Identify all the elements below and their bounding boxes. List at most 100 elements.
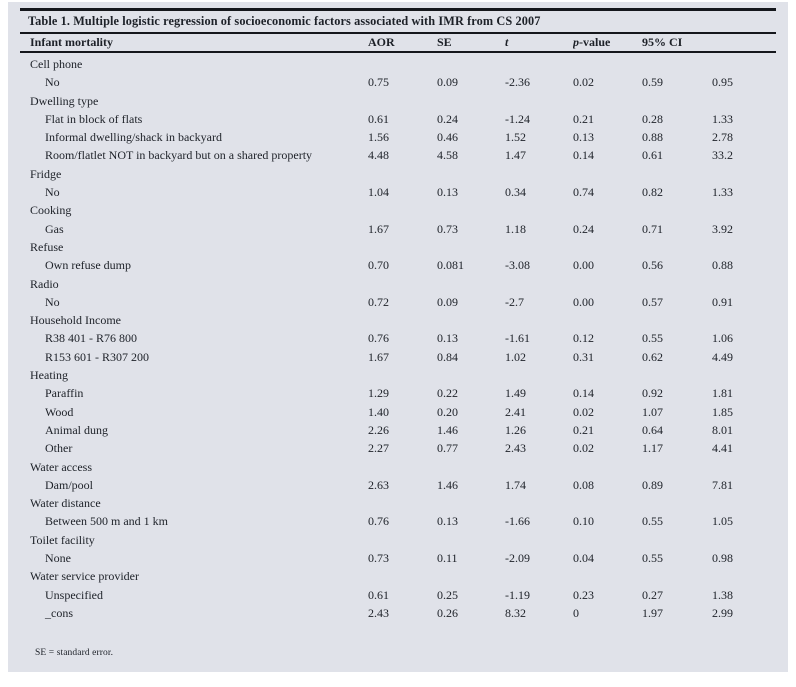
- table-footnote: SE = standard error.: [35, 648, 114, 659]
- row-value: 1.74: [505, 477, 526, 492]
- row-value: 0: [573, 605, 579, 620]
- row-value: 0.84: [437, 349, 458, 364]
- row-label: Water access: [30, 459, 92, 474]
- table-row-category: Fridge: [20, 165, 776, 183]
- row-value: 0.12: [573, 331, 594, 346]
- row-value: 0.88: [712, 258, 733, 273]
- table-row-category: Dwelling type: [20, 92, 776, 110]
- table-row-category: Cell phone: [20, 55, 776, 73]
- table-row: Paraffin 1.29 0.22 1.49 0.14 0.92 1.81: [20, 384, 776, 402]
- row-value: [712, 494, 776, 512]
- row-value: 2.27: [368, 441, 389, 456]
- table-header-row: Infant mortality AOR SE t p-value 95% CI: [20, 34, 776, 53]
- row-label: Paraffin: [45, 386, 84, 401]
- row-value: 0.77: [437, 441, 458, 456]
- row-value: [642, 311, 712, 329]
- row-value: [573, 494, 642, 512]
- table-row: Room/flatlet NOT in backyard but on a sh…: [20, 146, 776, 164]
- row-value: 0.00: [573, 294, 594, 309]
- row-value: [368, 275, 437, 293]
- row-label: Wood: [45, 404, 74, 419]
- table-row-category: Household Income: [20, 311, 776, 329]
- row-value: 1.33: [712, 111, 733, 126]
- table-title: Table 1. Multiple logistic regression of…: [28, 14, 541, 28]
- column-header: SE: [437, 35, 452, 49]
- row-value: 0.88: [642, 130, 663, 145]
- row-label: No: [45, 294, 60, 309]
- row-value: [437, 165, 505, 183]
- table-row: No 1.04 0.13 0.34 0.74 0.82 1.33: [20, 183, 776, 201]
- row-label: Water distance: [30, 496, 101, 511]
- row-value: 8.01: [712, 422, 733, 437]
- row-value: 1.06: [712, 331, 733, 346]
- table-row-category: Cooking: [20, 201, 776, 219]
- row-value: 1.26: [505, 422, 526, 437]
- row-value: [368, 201, 437, 219]
- row-value: 0.62: [642, 349, 663, 364]
- row-label: Gas: [45, 221, 64, 236]
- row-value: 0.20: [437, 404, 458, 419]
- row-value: 1.67: [368, 221, 389, 236]
- row-value: 1.33: [712, 185, 733, 200]
- row-value: [712, 92, 776, 110]
- row-value: 1.07: [642, 404, 663, 419]
- row-value: [437, 567, 505, 585]
- table-row-category: Refuse: [20, 238, 776, 256]
- row-value: 2.78: [712, 130, 733, 145]
- table-row: No 0.75 0.09 -2.36 0.02 0.59 0.95: [20, 73, 776, 91]
- row-value: [505, 275, 573, 293]
- row-value: [712, 366, 776, 384]
- row-value: 0.14: [573, 386, 594, 401]
- row-value: 33.2: [712, 148, 733, 163]
- row-value: 2.43: [368, 605, 389, 620]
- row-value: 0.26: [437, 605, 458, 620]
- row-value: 0.27: [642, 587, 663, 602]
- row-label: Informal dwelling/shack in backyard: [45, 130, 222, 145]
- row-value: [642, 275, 712, 293]
- row-label: Dwelling type: [30, 93, 99, 108]
- column-header: AOR: [368, 35, 395, 49]
- row-value: 1.97: [642, 605, 663, 620]
- row-value: [437, 531, 505, 549]
- row-value: 0.13: [437, 185, 458, 200]
- row-value: 0.72: [368, 294, 389, 309]
- row-value: 0.31: [573, 349, 594, 364]
- row-label: R153 601 - R307 200: [45, 349, 150, 364]
- row-value: [437, 366, 505, 384]
- table-row: Flat in block of flats 0.61 0.24 -1.24 0.21 0…: [20, 110, 776, 128]
- row-label: _cons: [45, 605, 73, 620]
- row-label: No: [45, 185, 60, 200]
- row-value: 0.73: [368, 551, 389, 566]
- column-header: 95% CI: [642, 35, 683, 49]
- table-row-category: Water service provider: [20, 567, 776, 585]
- row-value: 0.95: [712, 75, 733, 90]
- table-row: Other 2.27 0.77 2.43 0.02 1.17 4.41: [20, 439, 776, 457]
- row-value: 0.76: [368, 514, 389, 529]
- row-label: Cooking: [30, 203, 72, 218]
- row-value: [642, 55, 712, 73]
- table-row: Animal dung 2.26 1.46 1.26 0.21 0.64 8.01: [20, 421, 776, 439]
- row-value: [437, 201, 505, 219]
- table-row: Dam/pool 2.63 1.46 1.74 0.08 0.89 7.81: [20, 476, 776, 494]
- row-label: Water service provider: [30, 569, 139, 584]
- row-label: Cell phone: [30, 57, 83, 71]
- row-value: 0.14: [573, 148, 594, 163]
- table-row-category: Water distance: [20, 494, 776, 512]
- row-value: [505, 531, 573, 549]
- row-value: [437, 275, 505, 293]
- row-value: 0.13: [437, 514, 458, 529]
- row-value: 0.70: [368, 258, 389, 273]
- row-value: [573, 366, 642, 384]
- row-value: [437, 55, 505, 73]
- row-value: 0.34: [505, 185, 526, 200]
- row-value: 1.29: [368, 386, 389, 401]
- row-value: 0.04: [573, 551, 594, 566]
- row-value: [368, 55, 437, 73]
- row-value: [712, 531, 776, 549]
- row-value: 0.59: [642, 75, 663, 90]
- row-value: 1.85: [712, 404, 733, 419]
- row-value: 1.52: [505, 130, 526, 145]
- row-value: [573, 201, 642, 219]
- row-value: 1.02: [505, 349, 526, 364]
- row-value: [437, 494, 505, 512]
